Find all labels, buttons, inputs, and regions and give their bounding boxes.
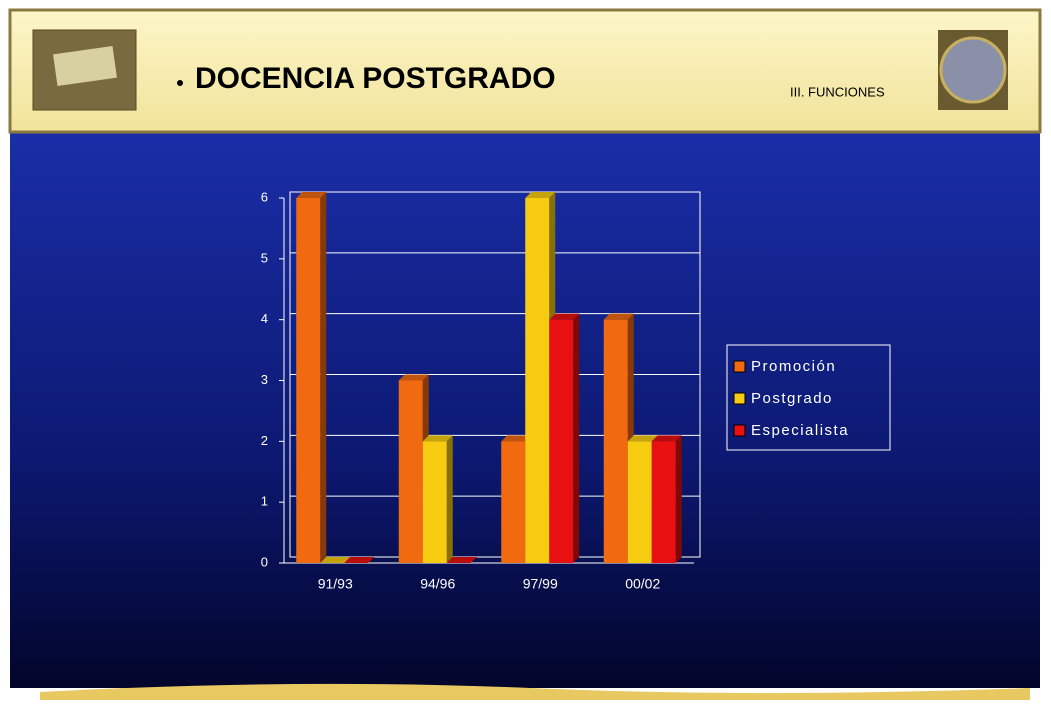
x-tick-label: 97/99 [523,576,558,592]
x-tick-label: 94/96 [420,576,455,592]
bar [628,441,652,563]
bar [549,320,573,563]
y-tick-label: 0 [261,554,268,569]
bar [525,198,549,563]
y-tick-label: 5 [261,250,268,265]
bar-side [447,435,453,563]
y-tick-label: 2 [261,433,268,448]
bar [652,441,676,563]
bar-side [676,435,682,563]
bar-side [573,314,579,563]
bar [399,381,423,564]
bar [501,441,525,563]
background [10,128,1040,688]
title: DOCENCIA POSTGRADO [195,62,556,95]
bar [423,441,447,563]
bullet [177,80,183,86]
slide: DOCENCIA POSTGRADO III. FUNCIONES 0 1 2 3 4 5… [0,0,1051,700]
legend-label: Especialista [751,422,849,439]
x-tick-label: 91/93 [318,576,353,592]
seal-image [941,38,1005,102]
legend-swatch [734,393,745,404]
y-tick-label: 3 [261,372,268,387]
x-tick-label: 00/02 [625,576,660,592]
bar-side [320,192,326,563]
legend-swatch [734,425,745,436]
legend-swatch [734,361,745,372]
bar [296,198,320,563]
section-label: III. FUNCIONES [790,84,885,99]
legend-label: Postgrado [751,390,833,407]
y-tick-label: 6 [261,189,268,204]
y-tick-label: 4 [261,311,268,326]
legend-label: Promoción [751,358,836,375]
y-tick-label: 1 [261,494,268,509]
bar [604,320,628,563]
